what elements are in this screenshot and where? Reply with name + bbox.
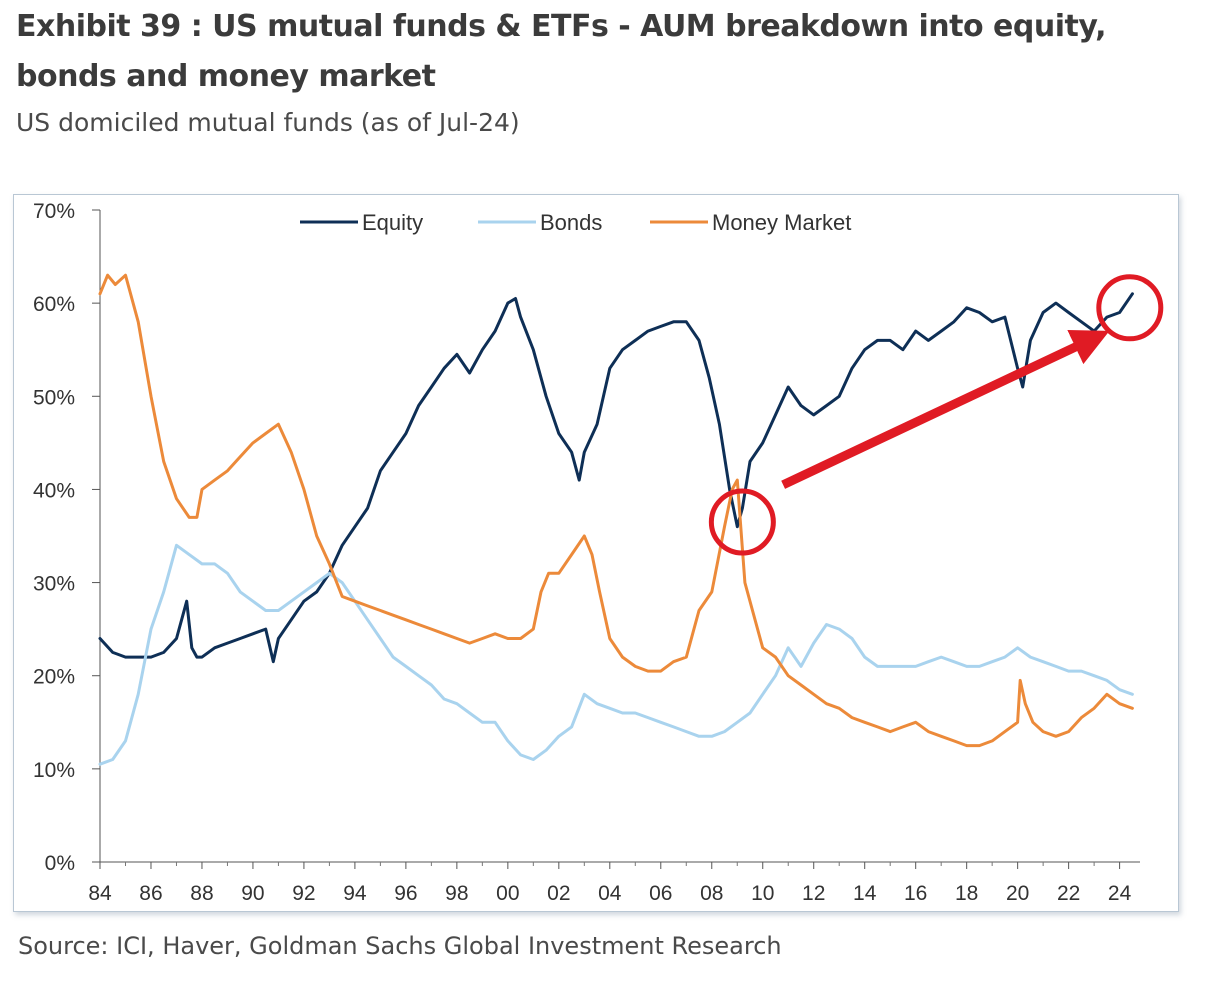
legend-label: Bonds [540,210,602,235]
x-tick-label: 08 [700,882,723,905]
highlight-circle [708,488,776,556]
y-tick-label: 20% [33,666,75,689]
x-tick-label: 18 [955,882,978,905]
x-tick-label: 84 [88,882,112,905]
series-line-bonds [98,543,1134,766]
chart-frame [13,194,1179,912]
series-line-money-market [98,273,1134,748]
series-line-equity [98,292,1134,664]
x-tick-label: 10 [751,882,774,905]
y-tick-label: 0% [45,852,75,875]
legend-label: Money Market [712,210,851,235]
x-tick-label: 04 [598,882,622,905]
x-tick-label: 12 [802,882,825,905]
x-tick-label: 88 [190,882,213,905]
x-tick-label: 06 [649,882,672,905]
x-tick-label: 96 [394,882,417,905]
x-tick-label: 22 [1057,882,1080,905]
x-tick-label: 24 [1108,882,1132,905]
y-tick-label: 50% [33,386,75,409]
y-tick-label: 60% [33,293,75,316]
y-tick-label: 10% [33,759,75,782]
y-tick-label: 30% [33,573,75,596]
x-tick-label: 94 [343,882,367,905]
trend-arrow [781,329,1110,489]
x-tick-label: 02 [547,882,570,905]
x-tick-label: 92 [292,882,315,905]
x-tick-label: 86 [139,882,162,905]
highlight-circle [1096,274,1164,342]
x-tick-label: 20 [1006,882,1029,905]
legend-label: Equity [362,210,423,235]
y-tick-label: 40% [33,479,75,502]
chart-subtitle: US domiciled mutual funds (as of Jul-24) [16,108,520,137]
source-note: Source: ICI, Haver, Goldman Sachs Global… [18,932,782,960]
exhibit-title: Exhibit 39 : US mutual funds & ETFs - AU… [16,9,1106,94]
x-tick-label: 98 [445,882,468,905]
x-tick-label: 90 [241,882,264,905]
y-tick-label: 70% [33,200,75,223]
x-tick-label: 14 [853,882,877,905]
x-tick-label: 16 [904,882,927,905]
x-tick-label: 00 [496,882,519,905]
